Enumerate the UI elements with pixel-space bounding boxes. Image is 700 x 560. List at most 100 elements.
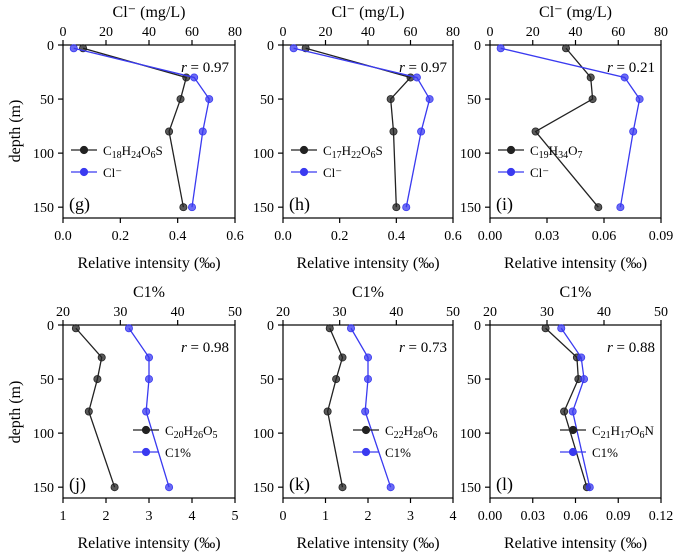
bottom-tick-label: 1: [322, 509, 329, 524]
data-point: [363, 375, 372, 384]
legend-entry: Cl⁻: [103, 165, 122, 180]
top-axis-title: Cl⁻ (mg/L): [539, 4, 612, 21]
data-point: [616, 203, 625, 212]
y-tick-label: 0: [474, 319, 481, 334]
legend-entry: C19H34O7: [530, 143, 582, 161]
data-point: [165, 127, 174, 136]
top-tick-label: 20: [526, 25, 540, 40]
panel-l: 0.00 0.03 0.06 0.09 0.12 20 30 40 50 0 50 100 150 Rel…: [460, 284, 673, 552]
data-point: [338, 483, 347, 492]
correlation-label: r = 0.88: [607, 340, 655, 356]
bottom-tick-label: 0.0: [54, 229, 72, 244]
y-axis-title: depth (m): [7, 100, 24, 163]
top-tick-label: 80: [654, 25, 668, 40]
bottom-tick-label: 0.09: [606, 509, 631, 524]
y-tick-label: 50: [467, 373, 481, 388]
top-tick-label: 60: [185, 25, 199, 40]
legend-entry: C22H28O6: [385, 423, 437, 441]
top-tick-label: 40: [569, 25, 583, 40]
series-line: [326, 327, 344, 488]
data-point: [165, 483, 174, 492]
top-tick-label: 30: [540, 305, 554, 320]
data-point: [187, 203, 196, 212]
data-point: [531, 127, 540, 136]
bottom-tick-label: 0.6: [226, 229, 244, 244]
y-tick-label: 150: [33, 481, 54, 496]
data-point: [402, 203, 411, 212]
correlation-label: r = 0.98: [181, 340, 229, 356]
y-tick-label: 150: [33, 201, 54, 216]
y-tick-label: 100: [33, 427, 54, 442]
data-point: [144, 353, 153, 362]
data-point: [179, 203, 188, 212]
legend-marker: [79, 167, 89, 177]
bottom-tick-label: 2: [365, 509, 372, 524]
series-line: [545, 327, 588, 488]
legend-entry: C18H24O6S: [103, 143, 163, 161]
bottom-tick-label: 3: [407, 509, 414, 524]
data-point: [289, 44, 298, 53]
top-tick-label: 20: [276, 305, 290, 320]
legend-marker: [361, 447, 371, 457]
y-tick-label: 50: [260, 373, 274, 388]
bottom-axis-title: Relative intensity (‰): [296, 535, 439, 552]
y-tick-label: 0: [267, 319, 274, 334]
bottom-tick-label: 0.06: [592, 229, 617, 244]
top-tick-label: 50: [654, 305, 668, 320]
y-tick-label: 150: [460, 481, 481, 496]
data-point: [585, 483, 594, 492]
legend-marker: [506, 167, 516, 177]
data-point: [338, 353, 347, 362]
y-tick-label: 100: [460, 147, 481, 162]
data-point: [620, 73, 629, 82]
data-point: [386, 483, 395, 492]
top-tick-label: 20: [56, 305, 70, 320]
legend-entry: C20H26O5: [165, 423, 217, 441]
data-point: [363, 353, 372, 362]
data-point: [110, 483, 119, 492]
y-axis-title: depth (m): [7, 381, 24, 444]
data-point: [144, 375, 153, 384]
y-tick-label: 100: [253, 147, 274, 162]
bottom-tick-label: 3: [146, 509, 153, 524]
y-tick-label: 100: [253, 427, 274, 442]
data-point: [580, 375, 589, 384]
bottom-axis-title: Relative intensity (‰): [504, 255, 647, 272]
data-point: [97, 353, 106, 362]
top-tick-label: 30: [113, 305, 127, 320]
top-tick-label: 0: [280, 25, 287, 40]
top-tick-label: 40: [597, 305, 611, 320]
top-tick-label: 40: [171, 305, 185, 320]
legend-marker: [299, 145, 309, 155]
correlation-label: r = 0.73: [399, 340, 447, 356]
data-point: [417, 127, 426, 136]
y-tick-label: 0: [47, 39, 54, 54]
top-tick-label: 0: [60, 25, 67, 40]
data-point: [412, 73, 421, 82]
panel-letter: (i): [496, 194, 513, 215]
bottom-tick-label: 4: [189, 509, 196, 524]
bottom-axis-title: Relative intensity (‰): [296, 255, 439, 272]
data-point: [568, 407, 577, 416]
data-point: [323, 407, 332, 416]
y-tick-label: 0: [474, 39, 481, 54]
data-point: [425, 95, 434, 104]
correlation-label: r = 0.97: [399, 60, 448, 76]
top-tick-label: 20: [483, 305, 497, 320]
y-tick-label: 150: [253, 201, 274, 216]
bottom-tick-label: 0.2: [112, 229, 130, 244]
top-tick-label: 30: [333, 305, 347, 320]
legend-entry: Cl⁻: [323, 165, 342, 180]
data-point: [332, 375, 341, 384]
y-tick-label: 0: [47, 319, 54, 334]
data-point: [588, 95, 597, 104]
top-tick-label: 20: [319, 25, 333, 40]
y-tick-label: 150: [460, 201, 481, 216]
bottom-tick-label: 2: [103, 509, 110, 524]
correlation-label: r = 0.97: [181, 60, 230, 76]
bottom-tick-label: 5: [232, 509, 239, 524]
top-tick-label: 40: [389, 305, 403, 320]
data-point: [557, 324, 566, 333]
panel-i: 0.00 0.03 0.06 0.09 0 20 40 60 80 0 50 100 150 Relati…: [460, 4, 673, 272]
